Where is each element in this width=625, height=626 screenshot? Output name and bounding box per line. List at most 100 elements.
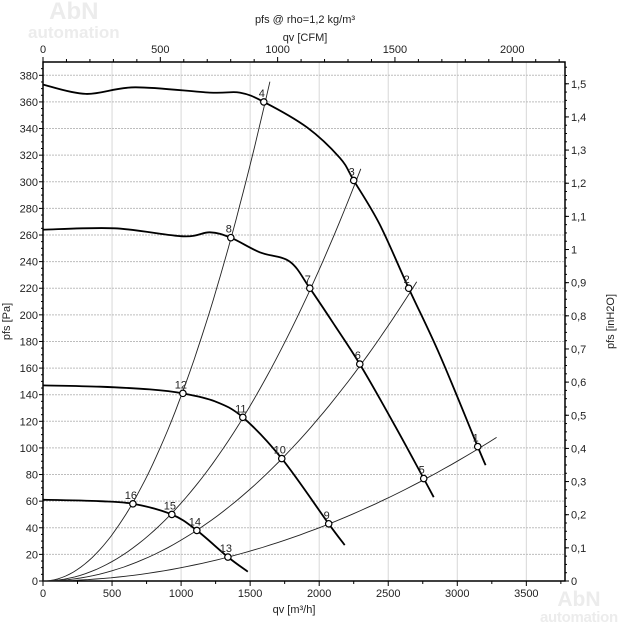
x-tick-label: 2500 xyxy=(376,588,400,600)
y2-axis-label: pfs [inH2O] xyxy=(605,294,617,349)
y2-tick-label: 1,4 xyxy=(571,112,586,124)
y-tick-label: 160 xyxy=(20,363,38,375)
operating-point-12 xyxy=(179,389,187,398)
operating-point-label: 4 xyxy=(259,88,265,100)
system-curve-a xyxy=(42,81,271,582)
y-tick-label: 100 xyxy=(20,443,38,455)
operating-point-label: 3 xyxy=(349,166,355,178)
operating-point-label: 16 xyxy=(125,490,137,502)
system-curve-c xyxy=(42,281,418,582)
y2-tick-label: 0,1 xyxy=(571,543,586,555)
y2-tick-label: 1,3 xyxy=(571,145,586,157)
fan-curve-3 xyxy=(42,384,346,546)
y-tick-label: 120 xyxy=(20,416,38,428)
operating-point-label: 10 xyxy=(274,445,286,457)
cfm-tick-label: 500 xyxy=(151,44,169,56)
y2-tick-label: 0,4 xyxy=(571,443,586,455)
x-tick-label: 1000 xyxy=(169,588,193,600)
cfm-tick-label: 1500 xyxy=(383,44,407,56)
y2-tick-label: 0,6 xyxy=(571,377,586,389)
x-tick-label: 0 xyxy=(40,588,46,600)
y2-tick-label: 0,8 xyxy=(571,311,586,323)
y2-tick-label: 0,9 xyxy=(571,278,586,290)
operating-point-label: 13 xyxy=(220,543,232,555)
y2-tick-label: 1,2 xyxy=(571,178,586,190)
operating-point-label: 14 xyxy=(189,516,201,528)
y2-tick-label: 0,2 xyxy=(571,510,586,522)
watermark-line1: AbN xyxy=(49,0,99,25)
operating-point-label: 9 xyxy=(324,510,330,522)
y-tick-label: 260 xyxy=(20,230,38,242)
y2-tick-label: 1,1 xyxy=(571,211,586,223)
operating-point-3 xyxy=(349,176,358,185)
x-tick-label: 3500 xyxy=(514,588,538,600)
cfm-tick-label: 1000 xyxy=(265,44,289,56)
system-curve-b xyxy=(42,168,362,582)
y-tick-label: 280 xyxy=(20,203,38,215)
y2-tick-label: 0,3 xyxy=(571,477,586,489)
y2-tick-label: 0,5 xyxy=(571,410,586,422)
y2-tick-label: 0,7 xyxy=(571,344,586,356)
y-tick-label: 60 xyxy=(26,496,38,508)
y-tick-label: 220 xyxy=(20,283,38,295)
operating-point-6 xyxy=(355,360,364,368)
y-tick-label: 180 xyxy=(20,336,38,348)
operating-point-label: 1 xyxy=(473,433,479,445)
operating-point-10 xyxy=(277,454,286,463)
operating-point-14 xyxy=(193,526,201,535)
operating-point-label: 15 xyxy=(164,500,176,512)
fan-curve-2 xyxy=(42,227,435,498)
operating-point-8 xyxy=(227,233,235,242)
y2-tick-label: 1 xyxy=(571,245,577,257)
y2-tick-label: 0 xyxy=(571,576,577,588)
y-tick-label: 20 xyxy=(26,549,38,561)
cfm-tick-label: 2000 xyxy=(500,44,524,56)
watermark-logo-top: AbN automation xyxy=(28,0,120,41)
operating-point-label: 7 xyxy=(305,274,311,286)
fan-curve-4 xyxy=(42,498,249,573)
operating-point-label: 5 xyxy=(419,465,425,477)
top-axis-label: qv [CFM] xyxy=(283,32,328,44)
x-axis-label: qv [m³/h] xyxy=(273,604,316,616)
y-tick-label: 200 xyxy=(20,310,38,322)
y-tick-label: 380 xyxy=(20,70,38,82)
operating-point-2 xyxy=(404,284,413,293)
y-tick-label: 320 xyxy=(20,150,38,162)
operating-point-label: 12 xyxy=(175,379,187,391)
y-tick-label: 360 xyxy=(20,97,38,109)
operating-point-16 xyxy=(129,500,137,508)
watermark-line2: automation xyxy=(540,609,618,626)
y-axis-label: pfs [Pa] xyxy=(1,303,13,340)
operating-point-5 xyxy=(419,474,428,483)
operating-point-9 xyxy=(324,519,333,528)
watermark-logo-bottom: AbN automation xyxy=(540,589,618,625)
y-tick-label: 0 xyxy=(32,576,38,588)
x-tick-label: 1500 xyxy=(238,588,262,600)
operating-point-label: 2 xyxy=(404,274,410,286)
y-tick-label: 240 xyxy=(20,257,38,269)
operating-point-7 xyxy=(305,284,314,293)
cfm-tick-label: 0 xyxy=(40,44,46,56)
operating-point-15 xyxy=(168,510,176,519)
operating-point-label: 6 xyxy=(355,350,361,362)
y2-tick-label: 1,5 xyxy=(571,79,586,91)
y-tick-label: 140 xyxy=(20,390,38,402)
y-tick-label: 300 xyxy=(20,177,38,189)
operating-point-1 xyxy=(473,442,482,451)
y-tick-label: 340 xyxy=(20,124,38,136)
system-curve-d xyxy=(43,437,497,582)
operating-point-13 xyxy=(224,553,232,561)
operating-point-label: 11 xyxy=(235,403,246,415)
fan-curve-1 xyxy=(42,83,487,466)
x-tick-label: 2000 xyxy=(307,588,331,600)
chart-title: pfs @ rho=1,2 kg/m³ xyxy=(255,14,355,26)
y-tick-label: 40 xyxy=(26,523,38,535)
watermark-line2: automation xyxy=(28,23,120,42)
x-tick-label: 3000 xyxy=(445,588,469,600)
x-tick-label: 500 xyxy=(103,588,121,600)
y-tick-label: 80 xyxy=(26,470,38,482)
operating-point-4 xyxy=(260,98,268,106)
operating-point-label: 8 xyxy=(226,224,232,236)
watermark-line1: AbN xyxy=(557,588,601,611)
